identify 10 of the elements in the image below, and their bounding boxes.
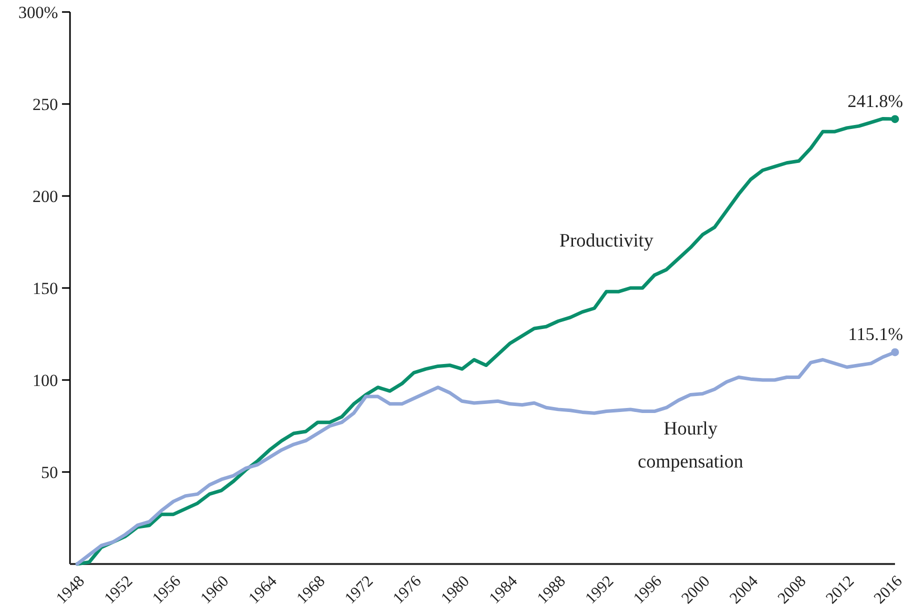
annotation: 241.8%: [848, 91, 903, 112]
y-tick-label: 50: [41, 462, 58, 482]
y-tick-label: 200: [32, 186, 58, 206]
y-tick-label: 100: [32, 370, 58, 390]
y-tick-label: 300%: [18, 2, 58, 22]
series-label: Hourly compensation: [638, 418, 744, 473]
y-tick-label: 150: [32, 278, 58, 298]
annotation: 115.1%: [848, 324, 903, 344]
y-tick-label: 250: [32, 94, 58, 114]
series-label: Productivity: [559, 230, 654, 252]
